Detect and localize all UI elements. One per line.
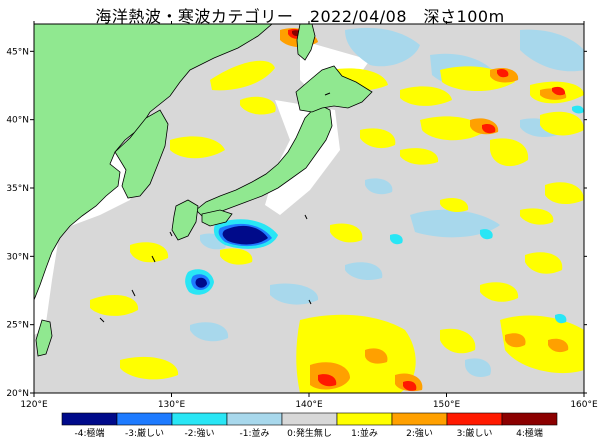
taiwan <box>35 319 53 357</box>
legend-swatch <box>281 412 338 426</box>
x-tick-label: 130°E <box>158 400 186 410</box>
legend-swatch <box>501 412 558 426</box>
x-axis-ticks: 120°E 130°E 140°E 150°E 160°E <box>20 21 598 410</box>
x-tick-label: 120°E <box>20 400 48 410</box>
y-tick-label: 40°N <box>6 116 29 126</box>
sakhalin <box>296 24 316 61</box>
legend-swatch <box>171 412 228 426</box>
x-tick-label: 160°E <box>570 400 598 410</box>
y-tick-label: 45°N <box>6 47 29 57</box>
hokkaido <box>295 65 373 113</box>
land-masses <box>34 24 373 357</box>
shikoku <box>201 209 233 227</box>
y-axis-ticks: 20°N 25°N 30°N 35°N 40°N 45°N <box>6 47 587 399</box>
legend-label: -2:強い <box>184 427 214 439</box>
legend-label: 0:発生無し <box>287 427 332 439</box>
kyushu <box>171 199 199 241</box>
asia-mainland <box>34 24 273 301</box>
legend-swatch <box>391 412 448 426</box>
y-tick-label: 30°N <box>6 252 29 262</box>
legend-label: -1:並み <box>239 427 269 439</box>
legend-swatch <box>61 412 118 426</box>
x-tick-label: 150°E <box>433 400 461 410</box>
y-tick-label: 20°N <box>6 389 29 399</box>
legend-swatch <box>116 412 173 426</box>
map-title: 海洋熱波・寒波カテゴリー 2022/04/08 深さ100m <box>95 7 505 26</box>
legend-swatch <box>446 412 503 426</box>
small-islands <box>99 92 331 323</box>
map-plot-area <box>34 24 584 393</box>
legend-swatch <box>226 412 283 426</box>
legend: -4:極端 -3:厳しい -2:強い -1:並み 0:発生無し 1:並み 2:強い 3:厳しい… <box>61 412 558 439</box>
legend-label: 3:厳しい <box>457 427 493 439</box>
legend-label: 2:強い <box>406 427 433 439</box>
legend-label: 4:極端 <box>516 427 543 439</box>
cold-extreme-patches <box>195 225 268 288</box>
legend-label: -3:厳しい <box>125 427 164 439</box>
legend-swatch <box>336 412 393 426</box>
legend-label: 1:並み <box>351 427 378 439</box>
x-tick-label: 140°E <box>295 400 323 410</box>
y-tick-label: 25°N <box>6 321 29 331</box>
y-tick-label: 35°N <box>6 184 29 194</box>
legend-label: -4:極端 <box>74 427 104 439</box>
korean-peninsula <box>114 109 169 199</box>
